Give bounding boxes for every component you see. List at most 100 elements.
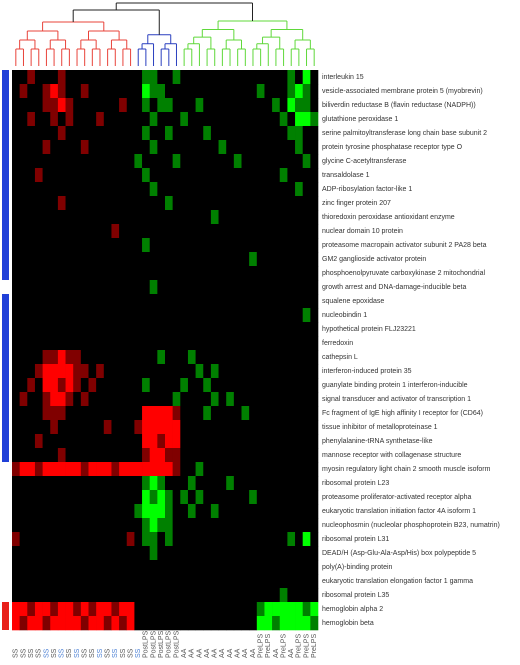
heatmap-cell [272,70,281,85]
heatmap-cell [57,70,66,85]
heatmap-cell [233,126,242,141]
heatmap-cell [172,210,181,225]
heatmap-cell [126,616,135,631]
heatmap-cell [65,322,74,337]
heatmap-cell [195,196,204,211]
heatmap-cell [302,252,311,267]
row-label: guanylate binding protein 1 interferon-i… [322,382,468,389]
heatmap-cell [50,112,59,127]
heatmap-cell [272,210,281,225]
heatmap-cell [149,406,158,421]
heatmap-cell [126,182,135,197]
heatmap-cell [218,112,227,127]
heatmap-cell [241,294,250,309]
heatmap-cell [218,434,227,449]
heatmap-cell [96,168,105,183]
heatmap-cell [103,616,112,631]
heatmap-cell [310,336,319,351]
heatmap-cell [249,196,258,211]
row-label: ribosomal protein L35 [322,592,389,599]
heatmap-cell [203,322,212,337]
heatmap-cell [172,294,181,309]
heatmap-cell [65,448,74,463]
heatmap-cell [180,476,189,491]
heatmap-cell [302,154,311,169]
heatmap-cell [103,168,112,183]
heatmap-cell [157,238,166,253]
heatmap-cell [134,70,143,85]
heatmap-cell [157,420,166,435]
heatmap-cell [111,462,120,477]
heatmap-cell [119,476,128,491]
heatmap-cell [241,168,250,183]
heatmap-cell [233,322,242,337]
heatmap-cell [12,210,20,225]
heatmap-cell [218,196,227,211]
heatmap-cell [119,490,128,505]
heatmap-cell [27,532,36,547]
heatmap-cell [256,602,265,617]
heatmap-cell [126,252,135,267]
heatmap-cell [203,350,212,365]
heatmap-cell [249,322,258,337]
heatmap-cell [27,448,36,463]
heatmap-cell [88,112,97,127]
heatmap-cell [210,210,219,225]
heatmap-cell [142,196,150,211]
heatmap-cell [210,420,219,435]
heatmap-cell [272,574,281,589]
heatmap-cell [126,406,135,421]
heatmap-cell [264,140,273,155]
row-label: thioredoxin peroxidase antioxidant enzym… [322,214,455,221]
heatmap-cell [287,490,296,505]
heatmap-cell [302,84,311,99]
heatmap-cell [256,392,265,407]
heatmap-cell [180,210,189,225]
heatmap-cell [27,574,36,589]
heatmap-cell [287,434,296,449]
heatmap-cell [12,266,20,281]
heatmap-cell [172,392,181,407]
heatmap-cell [73,238,82,253]
heatmap-cell [149,518,158,533]
heatmap-cell [126,322,135,337]
row-label: serine palmitoyltransferase long chain b… [322,130,487,137]
heatmap-cell [34,602,43,617]
heatmap-cell [73,350,82,365]
heatmap-cell [302,126,311,141]
heatmap-cell [272,616,281,631]
heatmap-cell [233,574,242,589]
heatmap-cell [310,518,319,533]
heatmap-cell [172,364,181,379]
heatmap-cell [12,168,20,183]
heatmap-cell [218,238,227,253]
heatmap-cell [279,70,288,85]
heatmap-cell [88,308,97,323]
heatmap-cell [279,448,288,463]
heatmap-cell [180,434,189,449]
heatmap-cell [80,336,89,351]
heatmap-cell [12,350,20,365]
heatmap-cell [111,168,120,183]
heatmap-cell [264,434,273,449]
heatmap-cell [80,378,89,393]
heatmap-cell [279,504,288,519]
heatmap-cell [226,350,235,365]
heatmap-cell [73,98,82,113]
heatmap-cell [119,574,128,589]
heatmap-cell [256,252,265,267]
heatmap-cell [218,364,227,379]
heatmap-cell [34,70,43,85]
heatmap-cell [279,588,288,603]
heatmap-cell [264,476,273,491]
heatmap-cell [256,476,265,491]
heatmap-cell [165,350,173,365]
heatmap-cell [12,196,20,211]
heatmap-cell [310,448,319,463]
heatmap-cell [180,350,189,365]
heatmap-cell [57,98,66,113]
heatmap-cell [249,350,258,365]
heatmap-cell [264,224,273,239]
heatmap-cell [149,378,158,393]
heatmap-cell [142,98,150,113]
